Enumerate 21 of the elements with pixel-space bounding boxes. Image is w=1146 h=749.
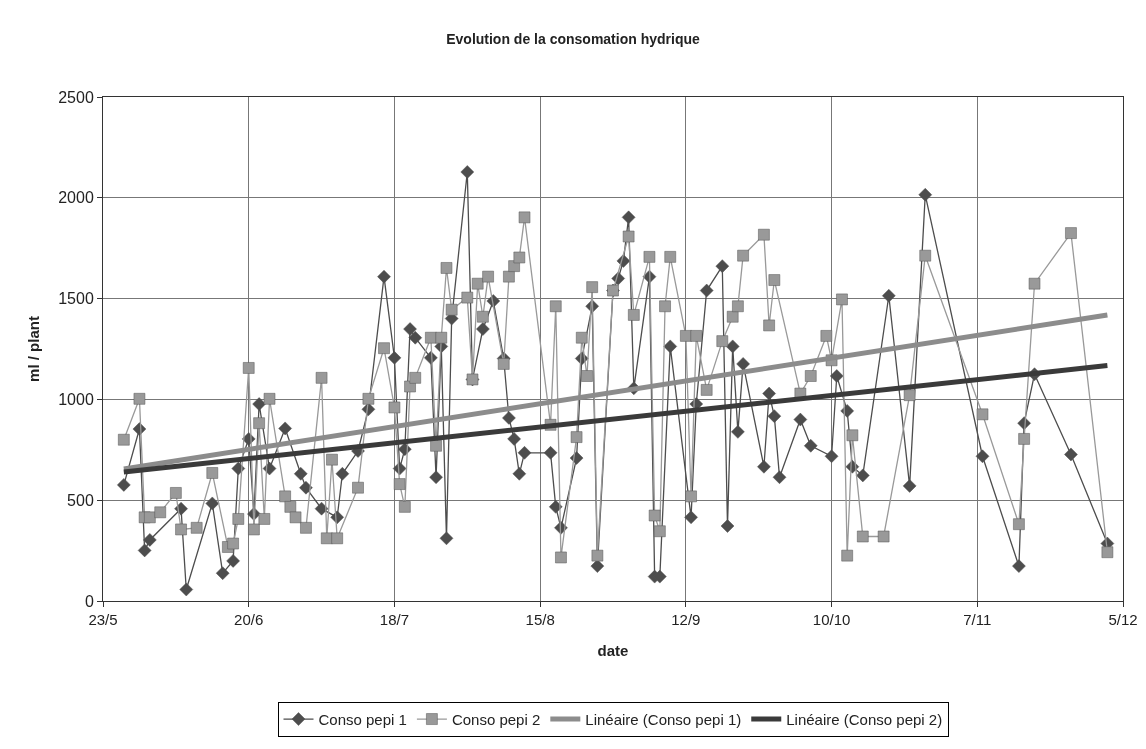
x-tick-label: 18/7 <box>379 611 410 628</box>
y-tick-label: 0 <box>84 592 94 610</box>
legend-label: Conso pepi 2 <box>451 710 541 728</box>
x-tick-label: 15/8 <box>525 611 555 628</box>
y-tick-label: 500 <box>67 491 94 509</box>
x-tick-label: 20/6 <box>234 611 264 628</box>
y-tick-label: 2500 <box>58 88 94 106</box>
x-tick-label: 12/9 <box>671 611 701 628</box>
y-tick-label: 1500 <box>58 290 94 308</box>
y-tick-label: 2000 <box>58 189 94 207</box>
legend-label: Conso pepi 1 <box>318 710 407 728</box>
x-tick-label: 5/12 <box>1108 611 1138 628</box>
x-axis-title: date <box>597 642 629 659</box>
y-axis-title: ml / plant <box>25 316 43 382</box>
legend-label: Linéaire (Conso pepi 2) <box>786 710 943 728</box>
chart-title: Evolution de la consomation hydrique <box>446 30 700 47</box>
legend-label: Linéaire (Conso pepi 1) <box>585 710 742 728</box>
x-tick-label: 23/5 <box>88 611 118 628</box>
x-tick-label: 10/10 <box>812 611 851 628</box>
x-tick-label: 7/11 <box>963 611 992 628</box>
y-tick-label: 1000 <box>58 391 94 408</box>
